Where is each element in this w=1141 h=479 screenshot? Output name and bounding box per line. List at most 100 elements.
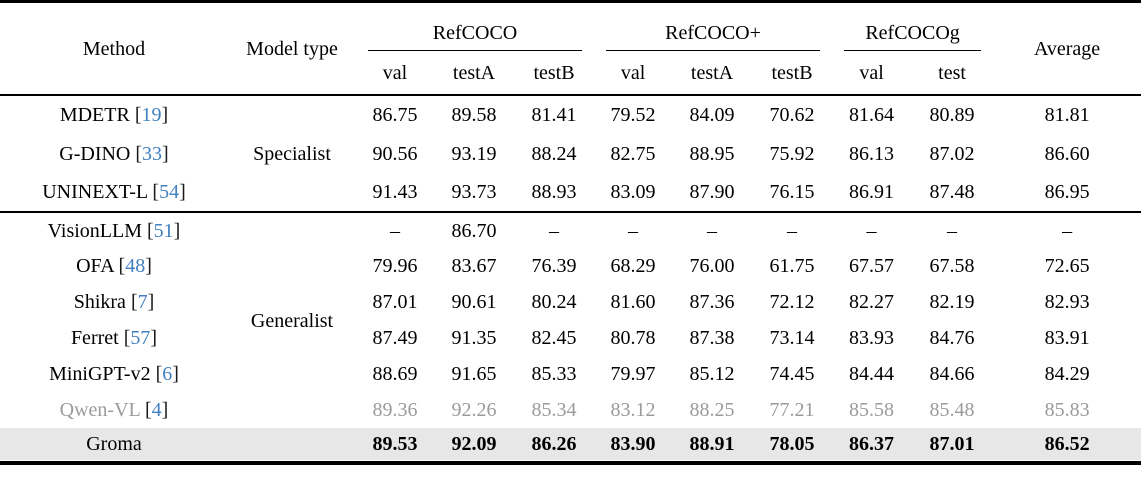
metric-cell: 89.53	[356, 428, 434, 460]
table-row: Shikra [7] 87.01 90.61 80.24 81.60 87.36 72.12…	[0, 284, 1141, 320]
col-header-model-type: Model type	[228, 3, 356, 96]
citation-bracket: [	[118, 327, 131, 349]
metric-cell: 87.36	[689, 291, 735, 313]
citation-link[interactable]: 6	[162, 363, 173, 385]
metric-cell: 67.57	[849, 255, 895, 277]
metric-cell: 87.49	[372, 327, 418, 349]
col-group-refcoco-plus: RefCOCO+	[594, 3, 832, 51]
metric-cell: 74.45	[769, 363, 815, 385]
metric-cell: 91.35	[451, 327, 497, 349]
model-type-cell: Specialist	[253, 142, 331, 165]
table-row: G-DINO [33] 90.56 93.19 88.24 82.75 88.95 75.9…	[0, 134, 1141, 173]
method-cell: UNINEXT-L [54]	[0, 173, 228, 212]
citation-link[interactable]: 54	[159, 181, 180, 203]
method-name: VisionLLM	[47, 219, 142, 242]
citation-bracket: [	[125, 291, 138, 313]
col-header-refcoco-testa: testA	[434, 51, 514, 96]
citation-bracket: ]	[161, 104, 169, 126]
metric-cell: –	[514, 211, 595, 248]
metric-cell: 79.52	[610, 104, 656, 126]
method-cell: MDETR [19]	[0, 95, 228, 134]
table-row: VisionLLM [51] Generalist –86.70– – – – – – –	[0, 211, 1141, 428]
col-group-refcocog: RefCOCOg	[832, 3, 993, 51]
col-header-refcoco-val: val	[356, 51, 434, 96]
col-header-method: Method	[0, 3, 228, 96]
metric-cell: 84.76	[929, 327, 975, 349]
benchmark-table: Method Model type RefCOCO RefCOCO+ RefCO…	[0, 3, 1141, 460]
metric-cell: 85.34	[531, 399, 577, 421]
metric-cell: 85.12	[689, 363, 735, 385]
citation-link[interactable]: 7	[137, 291, 148, 313]
metric-cell: 90.56	[372, 142, 418, 165]
col-header-refcocog-test: test	[911, 51, 994, 96]
metric-cell: 83.93	[849, 327, 895, 349]
metric-cell: 80.78	[610, 327, 656, 349]
citation-bracket: ]	[162, 142, 169, 165]
method-cell: MiniGPT-v2 [6]	[0, 356, 228, 392]
method-name: OFA	[76, 255, 114, 277]
method-cell: G-DINO [33]	[0, 134, 228, 173]
metric-cell: –	[672, 211, 753, 248]
table-header: Method Model type RefCOCO RefCOCO+ RefCO…	[0, 3, 1141, 96]
metric-cell: 86.60	[1044, 142, 1090, 165]
method-name: G-DINO	[59, 142, 131, 165]
metric-cell: 72.65	[1044, 255, 1090, 277]
metric-cell: 86.52	[993, 428, 1141, 460]
metric-cell: 82.19	[929, 291, 975, 313]
citation-bracket: ]	[173, 219, 181, 242]
method-name: UNINEXT-L	[42, 181, 148, 203]
metric-cell: 70.62	[769, 104, 815, 126]
method-cell: Ferret [57]	[0, 320, 228, 356]
method-name: Shikra	[73, 291, 126, 313]
citation-link[interactable]: 51	[153, 219, 174, 242]
citation-bracket: ]	[145, 255, 152, 277]
table-row: Ferret [57] 87.49 91.35 82.45 80.78 87.38 73.1…	[0, 320, 1141, 356]
table-row: OFA [48] 79.96 83.67 76.39 68.29 76.00 61.75 67…	[0, 248, 1141, 284]
metric-cell: 88.95	[689, 142, 735, 165]
metric-cell: 80.89	[929, 104, 975, 126]
metric-cell: –	[752, 211, 833, 248]
method-name: MDETR	[59, 104, 130, 126]
citation-link[interactable]: 57	[130, 327, 151, 349]
citation-bracket: ]	[150, 327, 158, 349]
citation-bracket: ]	[179, 181, 186, 203]
metric-cell: –	[911, 211, 994, 248]
col-group-refcoco: RefCOCO	[356, 3, 594, 51]
metric-cell: 84.29	[1044, 363, 1090, 385]
citation-bracket: ]	[161, 399, 169, 421]
method-cell: Qwen-VL [4]	[0, 392, 228, 428]
metric-cell: 86.70	[434, 211, 514, 248]
metric-cell: 77.21	[769, 399, 815, 421]
metric-cell: 85.58	[849, 399, 895, 421]
metric-cell: 88.91	[672, 428, 753, 460]
citation-bracket: [	[142, 219, 154, 242]
citation-link[interactable]: 4	[151, 399, 162, 421]
metric-cell: 86.37	[832, 428, 912, 460]
metric-cell: 86.95	[1044, 181, 1090, 203]
metric-cell: 75.92	[769, 142, 815, 165]
metric-cell: 76.39	[531, 255, 577, 277]
metric-cell: 87.48	[929, 181, 975, 203]
citation-bracket: [	[140, 399, 152, 421]
metric-cell: –	[993, 211, 1141, 248]
method-name: Ferret	[70, 327, 119, 349]
table-row: Qwen-VL [4] 89.36 92.26 85.34 83.12 88.25 77.2…	[0, 392, 1141, 428]
citation-link[interactable]: 19	[141, 104, 162, 126]
method-cell: OFA [48]	[0, 248, 228, 284]
metric-cell: 88.69	[372, 363, 418, 385]
paper-results-table-page: Method Model type RefCOCO RefCOCO+ RefCO…	[0, 0, 1141, 465]
col-header-average: Average	[993, 3, 1141, 96]
metric-cell: 85.33	[531, 363, 577, 385]
metric-cell: 88.24	[531, 142, 577, 165]
citation-link[interactable]: 48	[125, 255, 146, 277]
metric-cell: 87.90	[689, 181, 735, 203]
citation-bracket: [	[130, 142, 143, 165]
citation-link[interactable]: 33	[142, 142, 163, 165]
metric-cell: 68.29	[610, 255, 656, 277]
header-group-row: Method Model type RefCOCO RefCOCO+ RefCO…	[0, 3, 1141, 96]
model-type-cell	[228, 428, 356, 460]
method-name: Groma	[86, 433, 142, 455]
col-header-refcocoplus-testa: testA	[672, 51, 753, 96]
metric-cell: 83.90	[594, 428, 673, 460]
metric-cell: 81.64	[849, 104, 895, 126]
